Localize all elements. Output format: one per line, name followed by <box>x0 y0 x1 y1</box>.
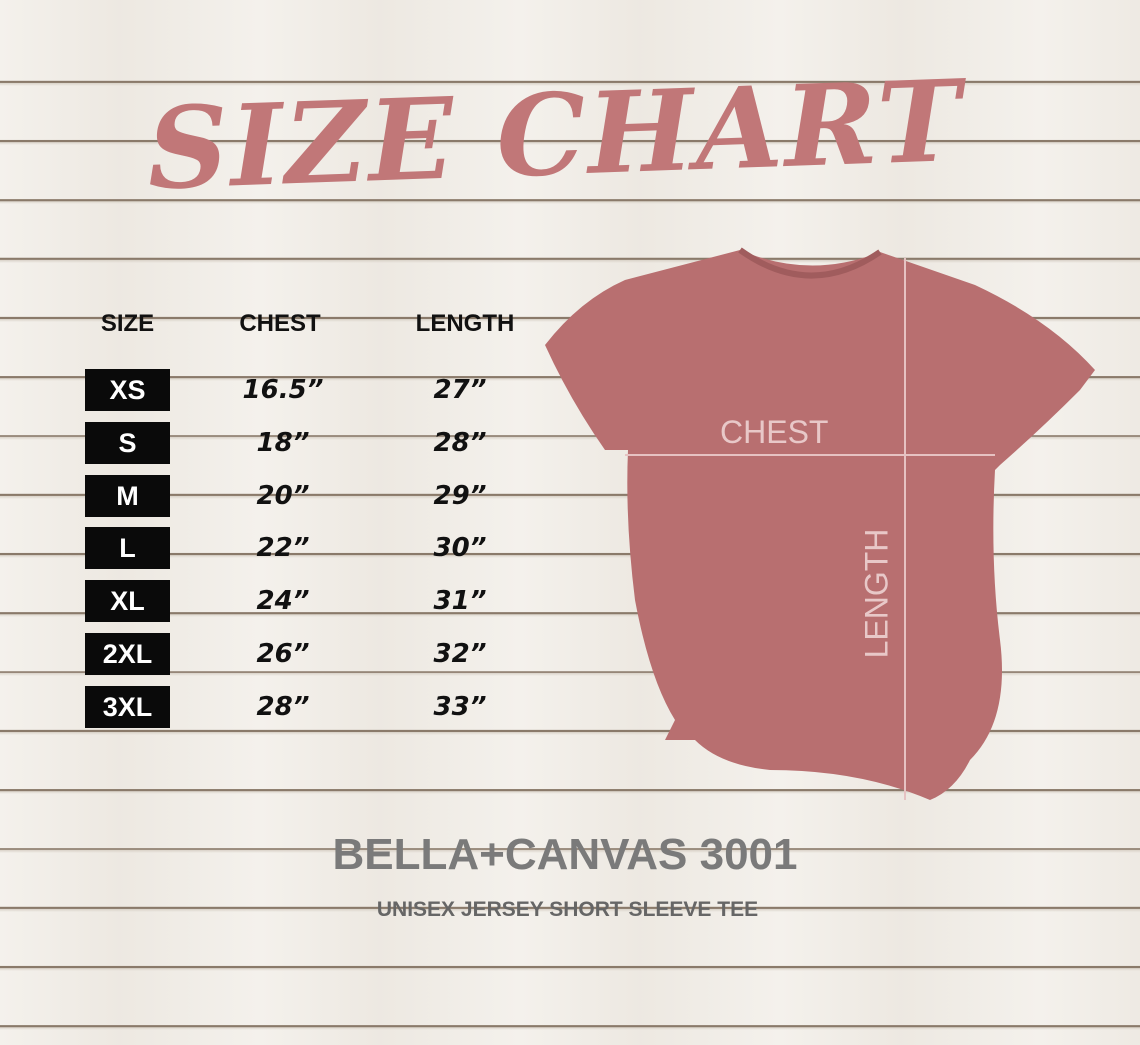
size-cell: S <box>85 421 170 464</box>
tshirt-shape <box>545 250 1095 800</box>
header-size: SIZE <box>100 310 155 337</box>
table-row: M 20” 29” <box>0 474 560 519</box>
chest-cell: 28” <box>256 691 310 722</box>
length-cell: 32” <box>433 639 487 669</box>
size-cell: XS <box>85 369 170 411</box>
chest-cell: 24” <box>256 586 310 617</box>
brand-name: BELLA+CANVAS 3001 <box>332 830 798 879</box>
size-cell: L <box>85 527 170 570</box>
table-row: XS 16.5” 27” <box>0 369 560 413</box>
length-label: LENGTH <box>858 528 895 659</box>
length-cell: 29” <box>433 480 487 511</box>
header-length: LENGTH <box>415 310 515 337</box>
header-chest: CHEST <box>239 310 321 337</box>
table-row: 3XL 28” 33” <box>0 685 560 730</box>
chest-label: CHEST <box>720 414 829 450</box>
chest-cell: 26” <box>256 639 310 669</box>
product-subtitle: UNISEX JERSEY SHORT SLEEVE TEE <box>376 898 759 921</box>
size-cell: 3XL <box>85 685 170 728</box>
table-row: L 22” 30” <box>0 527 560 571</box>
size-cell: M <box>85 474 170 517</box>
table-row: S 18” 28” <box>0 421 560 466</box>
length-cell: 28” <box>433 427 487 458</box>
chest-cell: 18” <box>256 427 310 458</box>
chest-cell: 16.5” <box>242 375 324 405</box>
length-cell: 31” <box>433 586 487 617</box>
table-row: 2XL 26” 32” <box>0 633 560 677</box>
length-cell: 27” <box>433 375 487 405</box>
length-cell: 33” <box>433 691 487 722</box>
table-row: XL 24” 31” <box>0 580 560 624</box>
size-cell: XL <box>85 580 170 623</box>
size-cell: 2XL <box>85 633 170 675</box>
length-cell: 30” <box>433 533 487 564</box>
chest-cell: 22” <box>256 533 310 564</box>
chest-cell: 20” <box>256 480 310 511</box>
